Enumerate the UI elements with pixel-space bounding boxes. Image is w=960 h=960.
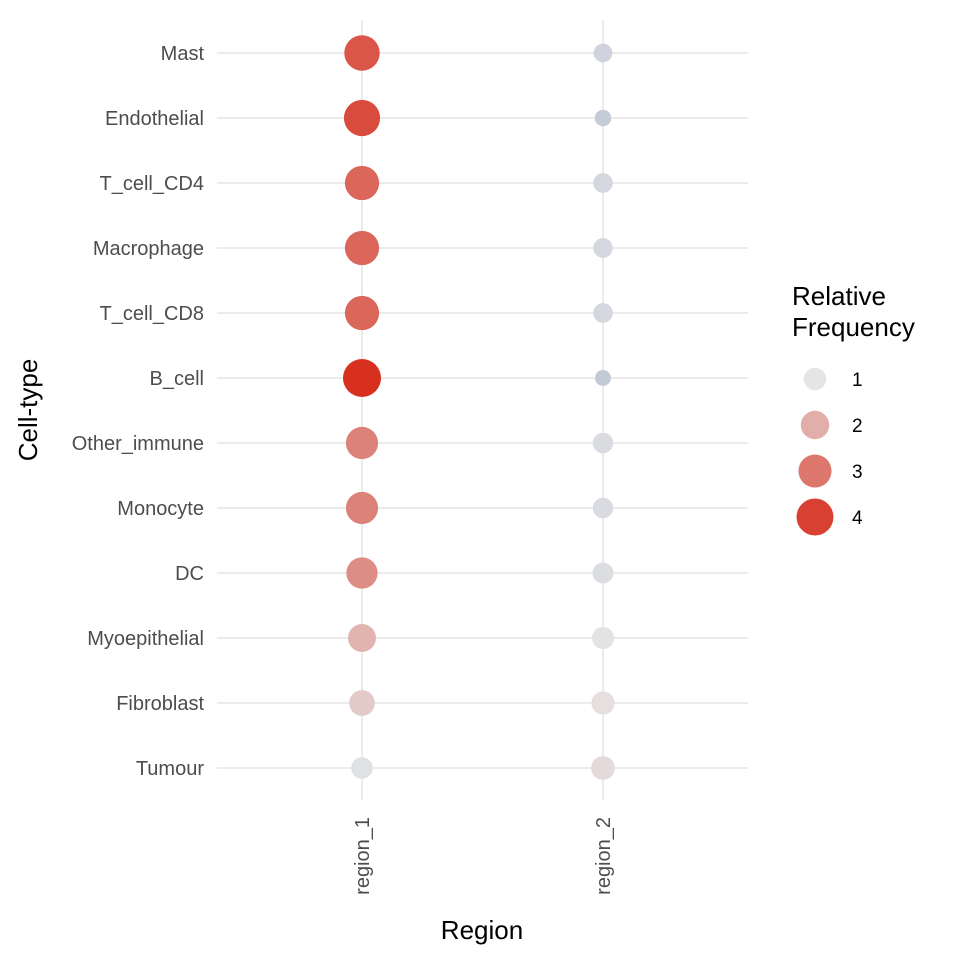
point-Mast-region_2: [593, 43, 613, 63]
legend-key-1: [803, 367, 827, 391]
y-axis-tick-labels: Mast Endothelial T_cell_CD4 Macrophage T_cel…: [72, 43, 205, 780]
point-T_cell_CD4-region_2: [593, 173, 613, 193]
point-Macrophage-region_2: [593, 238, 613, 258]
legend-key-2: [800, 410, 830, 440]
y-axis-title: Cell-type: [13, 359, 43, 462]
y-tick-label-T_cell_CD4: T_cell_CD4: [100, 173, 204, 195]
legend-key-3: [798, 454, 832, 488]
y-tick-label-T_cell_CD8: T_cell_CD8: [100, 303, 204, 325]
point-T_cell_CD8-region_1: [344, 295, 380, 331]
legend-keys: 1 2 3 4: [796, 367, 863, 536]
point-Monocyte-region_1: [345, 491, 379, 525]
legend-label-1: 1: [852, 370, 863, 391]
legend-title-line-1: Relative: [792, 281, 886, 311]
point-DC-region_2: [592, 562, 614, 584]
point-Tumour-region_2: [591, 756, 615, 780]
point-T_cell_CD4-region_1: [344, 165, 380, 201]
point-B_cell-region_2: [595, 370, 611, 386]
x-tick-label-region_1: region_1: [352, 817, 374, 895]
point-T_cell_CD8-region_2: [593, 303, 613, 323]
point-Other_immune-region_2: [592, 432, 614, 454]
y-tick-label-Monocyte: Monocyte: [117, 498, 204, 520]
legend-label-2: 2: [852, 416, 863, 437]
point-Tumour-region_1: [351, 757, 373, 779]
y-tick-label-Endothelial: Endothelial: [105, 108, 204, 130]
x-axis-tick-labels: region_1 region_2: [352, 817, 615, 895]
point-Fibroblast-region_1: [349, 690, 375, 716]
grid: [217, 20, 748, 800]
point-Macrophage-region_1: [344, 230, 380, 266]
y-tick-label-Tumour: Tumour: [136, 758, 205, 780]
point-Myoepithelial-region_1: [348, 624, 376, 652]
y-tick-label-Macrophage: Macrophage: [93, 238, 204, 260]
legend-title-line-2: Frequency: [792, 312, 915, 342]
y-tick-label-Other_immune: Other_immune: [72, 433, 204, 455]
point-Mast-region_1: [344, 35, 380, 71]
y-tick-label-DC: DC: [175, 563, 204, 585]
y-tick-label-Fibroblast: Fibroblast: [116, 693, 204, 715]
point-Myoepithelial-region_2: [591, 626, 615, 650]
x-tick-label-region_2: region_2: [593, 817, 615, 895]
y-tick-label-B_cell: B_cell: [150, 368, 204, 390]
point-Monocyte-region_2: [592, 497, 614, 519]
point-Fibroblast-region_2: [591, 691, 615, 715]
legend: Relative Frequency 1 2 3 4: [792, 281, 915, 536]
point-B_cell-region_1: [343, 359, 381, 397]
point-Endothelial-region_2: [594, 109, 612, 127]
point-Endothelial-region_1: [343, 99, 381, 137]
y-tick-label-Myoepithelial: Myoepithelial: [87, 628, 204, 650]
legend-label-4: 4: [852, 508, 863, 529]
data-points: [343, 35, 615, 780]
point-Other_immune-region_1: [345, 426, 379, 460]
x-axis-title: Region: [441, 915, 523, 945]
legend-key-4: [796, 498, 834, 536]
legend-label-3: 3: [852, 462, 863, 483]
point-DC-region_1: [346, 557, 378, 589]
y-tick-label-Mast: Mast: [161, 43, 205, 65]
